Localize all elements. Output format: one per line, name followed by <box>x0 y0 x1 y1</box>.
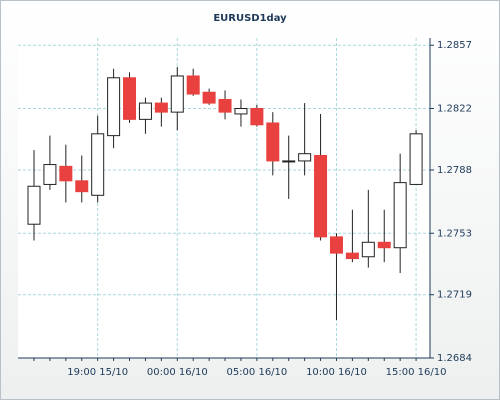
candle-body <box>345 252 359 260</box>
y-tick-label: 1.2822 <box>437 104 472 115</box>
plot-area <box>18 38 430 358</box>
candle-body <box>123 77 137 120</box>
candle-body <box>314 155 328 238</box>
candle-body <box>138 102 152 120</box>
candle-body <box>266 122 280 162</box>
x-tick-label: 15:00 16/10 <box>386 367 447 378</box>
candle-body <box>170 75 184 113</box>
candle-body <box>186 75 200 95</box>
candle-body <box>409 133 423 185</box>
y-tick-label: 1.2684 <box>437 353 472 364</box>
candle-body <box>250 108 264 126</box>
y-tick-label: 1.2857 <box>437 40 472 51</box>
candle-body <box>234 108 248 115</box>
x-tick-label: 00:00 16/10 <box>147 367 208 378</box>
candle-body <box>27 185 41 225</box>
chart-title: EURUSD1day <box>213 13 287 24</box>
candle-body <box>107 77 121 137</box>
candle-body <box>59 165 73 182</box>
y-tick-label: 1.2719 <box>437 290 472 301</box>
candle-body <box>218 98 232 113</box>
candle-body <box>298 153 312 162</box>
candle-body <box>43 164 57 185</box>
candle-body <box>202 91 216 104</box>
candle-body <box>282 160 296 163</box>
candle-body <box>75 180 89 193</box>
x-tick-label: 19:00 15/10 <box>67 367 128 378</box>
y-tick-label: 1.2788 <box>437 165 472 176</box>
x-tick-label: 10:00 16/10 <box>306 367 367 378</box>
candle-body <box>154 102 168 113</box>
candle-body <box>91 133 105 196</box>
candle-body <box>377 241 391 249</box>
candle-body <box>329 236 343 254</box>
y-tick-label: 1.2753 <box>437 228 472 239</box>
candle-body <box>393 182 407 249</box>
candle-body <box>361 241 375 258</box>
x-tick-label: 05:00 16/10 <box>226 367 287 378</box>
